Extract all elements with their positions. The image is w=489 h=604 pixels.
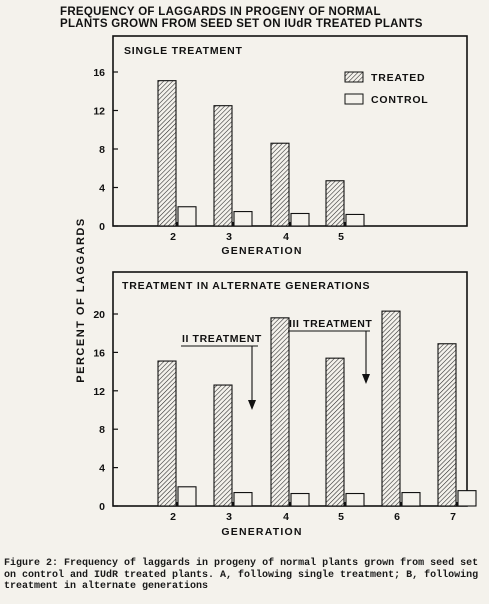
caption-label: Figure 2: bbox=[4, 558, 59, 569]
bar-control-gen-7 bbox=[457, 490, 477, 507]
x-tick-label: 3 bbox=[226, 231, 232, 243]
x-axis-label: GENERATION bbox=[221, 526, 302, 538]
x-axis-label: GENERATION bbox=[221, 245, 302, 257]
y-tick-label: 12 bbox=[93, 386, 105, 398]
annotation-ii-treatment: II TREATMENT bbox=[182, 333, 262, 345]
bar-treated-gen-5 bbox=[325, 180, 345, 227]
bar-control-gen-6 bbox=[401, 492, 421, 507]
y-tick-label: 12 bbox=[93, 106, 105, 118]
bar-control-gen-3 bbox=[233, 492, 253, 507]
x-tick-label: 2 bbox=[170, 511, 176, 523]
bar-control-gen-5 bbox=[345, 213, 365, 227]
figure-caption: Figure 2: Frequency of laggards in proge… bbox=[4, 558, 484, 593]
y-tick-label: 4 bbox=[99, 463, 105, 475]
panel-single-treatment: SINGLE TREATMENT 0 4 8 12 16 2 3 4 5 GENERATION TRE… bbox=[93, 35, 468, 257]
bar-control-gen-2 bbox=[177, 206, 197, 227]
x-tick-label: 4 bbox=[283, 511, 289, 523]
y-axis-label: PERCENT OF LAGGARDS bbox=[75, 217, 87, 382]
figure-title-line2: PLANTS GROWN FROM SEED SET ON IUdR TREAT… bbox=[60, 18, 423, 30]
legend-label-treated: TREATED bbox=[371, 72, 425, 84]
legend-swatch-treated bbox=[344, 71, 364, 83]
y-tick-label: 16 bbox=[93, 347, 105, 359]
bar-treated-gen-3 bbox=[213, 105, 233, 227]
x-tick-label: 4 bbox=[283, 231, 289, 243]
legend-label-control: CONTROL bbox=[371, 94, 429, 106]
y-tick-label: 16 bbox=[93, 67, 105, 79]
y-tick-label: 20 bbox=[93, 309, 105, 321]
bar-control-gen-5 bbox=[345, 492, 365, 507]
bar-treated-gen-4 bbox=[270, 317, 290, 507]
panel-title: TREATMENT IN ALTERNATE GENERATIONS bbox=[122, 280, 370, 292]
bar-control-gen-2 bbox=[177, 486, 197, 507]
x-tick-label: 5 bbox=[338, 231, 344, 243]
bar-treated-gen-7 bbox=[437, 343, 457, 507]
y-tick-label: 8 bbox=[99, 424, 105, 436]
annotation-iii-arrowhead bbox=[362, 374, 370, 384]
bar-treated-gen-5 bbox=[325, 357, 345, 507]
panel-title: SINGLE TREATMENT bbox=[124, 45, 243, 57]
y-tick-label: 4 bbox=[99, 183, 105, 195]
bar-treated-gen-2 bbox=[157, 360, 177, 507]
x-tick-label: 7 bbox=[450, 511, 456, 523]
bar-control-gen-4 bbox=[290, 212, 310, 227]
x-tick-label: 2 bbox=[170, 231, 176, 243]
annotation-ii-arrowhead bbox=[248, 400, 256, 410]
y-tick-label: 8 bbox=[99, 144, 105, 156]
bar-control-gen-3 bbox=[233, 211, 253, 227]
y-tick-label: 0 bbox=[99, 221, 105, 233]
y-tick-label: 0 bbox=[99, 501, 105, 513]
bar-treated-gen-6 bbox=[381, 310, 401, 507]
panel-alternate-generations: TREATMENT IN ALTERNATE GENERATIONS 0 4 8 12 1… bbox=[93, 271, 477, 538]
caption-text: Frequency of laggards in progeny of norm… bbox=[4, 558, 479, 592]
bar-control-gen-4 bbox=[290, 492, 310, 507]
x-tick-label: 3 bbox=[226, 511, 232, 523]
bar-treated-gen-3 bbox=[213, 384, 233, 507]
bar-treated-gen-4 bbox=[270, 142, 290, 227]
bar-treated-gen-2 bbox=[157, 80, 177, 227]
x-tick-label: 6 bbox=[394, 511, 400, 523]
x-tick-label: 5 bbox=[338, 511, 344, 523]
legend-swatch-control bbox=[344, 93, 364, 105]
annotation-iii-treatment: III TREATMENT bbox=[289, 318, 372, 330]
figure-title-line1: FREQUENCY OF LAGGARDS IN PROGENY OF NORM… bbox=[60, 6, 381, 18]
